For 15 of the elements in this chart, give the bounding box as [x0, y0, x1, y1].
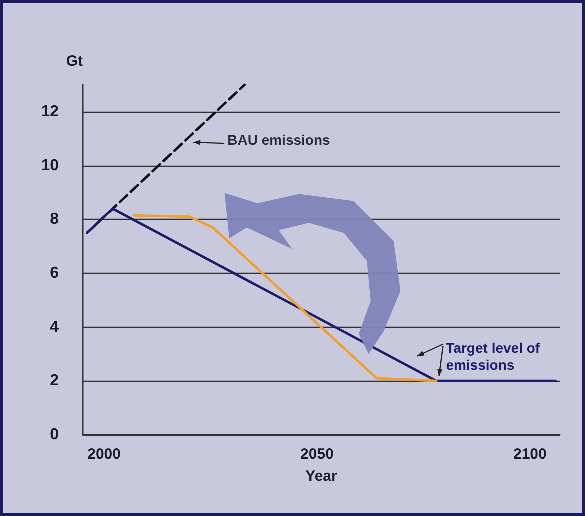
y-tick-label: 10 [41, 157, 60, 174]
y-tick-label: 0 [50, 426, 60, 444]
annotation: BAU emissions [228, 132, 332, 149]
y-axis-title: Gt [66, 53, 83, 70]
x-tick-label: 2100 [514, 446, 547, 463]
y-tick-label: 6 [50, 264, 60, 282]
x-tick-label: 2000 [88, 446, 121, 463]
y-tick-label: 4 [50, 318, 60, 336]
x-tick-label: 2050 [300, 446, 334, 463]
x-axis-title: Year [306, 468, 338, 485]
annotation: Target level of emissions [446, 340, 542, 374]
y-tick-label: 8 [50, 211, 60, 228]
y-tick-label: 2 [50, 372, 60, 390]
y-tick-label: 12 [41, 103, 60, 120]
line-series [132, 214, 438, 382]
